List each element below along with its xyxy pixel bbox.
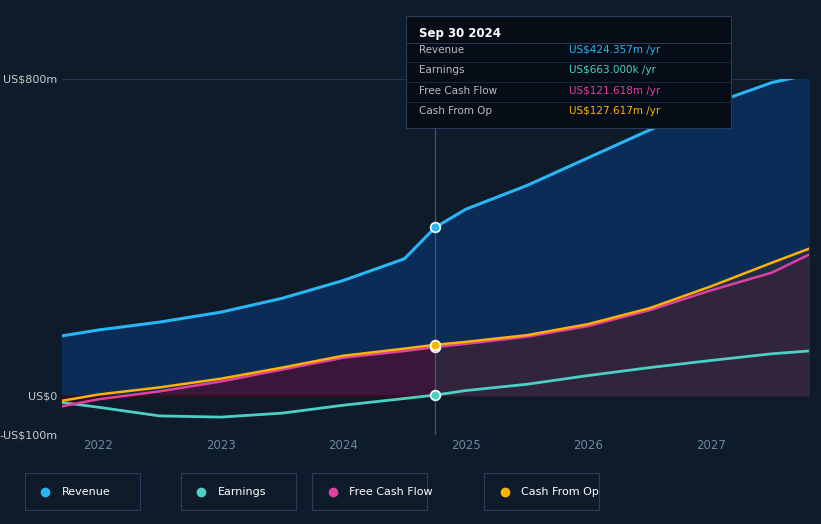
Text: US$127.617m /yr: US$127.617m /yr [569,106,660,116]
Text: Earnings: Earnings [420,66,465,75]
Text: US$121.618m /yr: US$121.618m /yr [569,86,660,96]
Text: Free Cash Flow: Free Cash Flow [420,86,498,96]
Text: Revenue: Revenue [62,487,110,497]
Bar [312,473,427,510]
Text: Cash From Op: Cash From Op [521,487,599,497]
Text: US$424.357m /yr: US$424.357m /yr [569,45,660,55]
Text: Sep 30 2024: Sep 30 2024 [420,27,502,40]
Bar [25,473,140,510]
Text: US$663.000k /yr: US$663.000k /yr [569,66,655,75]
Text: Past: Past [405,106,429,119]
Text: Earnings: Earnings [218,487,266,497]
Text: Free Cash Flow: Free Cash Flow [349,487,433,497]
Text: Analysts Forecasts: Analysts Forecasts [445,106,555,119]
Bar [181,473,296,510]
Text: Revenue: Revenue [420,45,465,55]
Bar [484,473,599,510]
Text: Cash From Op: Cash From Op [420,106,493,116]
